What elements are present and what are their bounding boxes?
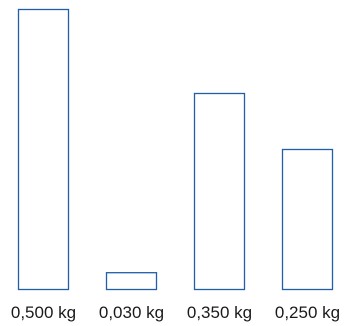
category-label-3: 0,350 kg bbox=[187, 303, 252, 322]
bars-group bbox=[17, 8, 334, 291]
bar-4 bbox=[281, 148, 334, 291]
bar-3 bbox=[193, 92, 246, 291]
category-label-2: 0,030 kg bbox=[99, 303, 164, 322]
category-label-1: 0,500 kg bbox=[11, 303, 76, 322]
category-label-4: 0,250 kg bbox=[275, 303, 340, 322]
bar-2 bbox=[105, 272, 158, 291]
category-labels-group: 0,500 kg 0,030 kg 0,350 kg 0,250 kg bbox=[11, 303, 340, 322]
bar-1 bbox=[17, 8, 70, 291]
